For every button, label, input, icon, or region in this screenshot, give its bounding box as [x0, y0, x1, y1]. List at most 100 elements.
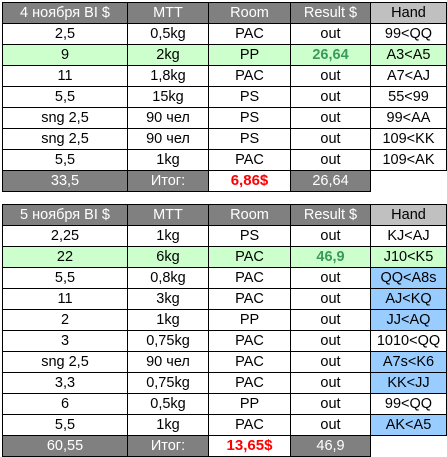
- header-buyin[interactable]: 4 ноября BI $: [2, 2, 128, 24]
- room-cell[interactable]: PAC: [208, 149, 291, 171]
- hand-cell[interactable]: A3<A5: [370, 44, 447, 66]
- buyin-cell[interactable]: 3: [2, 330, 128, 352]
- room-cell[interactable]: PS: [208, 107, 291, 129]
- mtt-cell[interactable]: 3kg: [127, 288, 209, 310]
- total-result-cell[interactable]: 26,64: [290, 170, 371, 192]
- mtt-cell[interactable]: 0,75kg: [127, 330, 209, 352]
- result-cell[interactable]: out: [290, 149, 371, 171]
- room-cell[interactable]: PAC: [208, 351, 291, 373]
- result-cell[interactable]: out: [290, 393, 371, 415]
- mtt-cell[interactable]: 1,8kg: [127, 65, 209, 87]
- buyin-cell[interactable]: 6: [2, 393, 128, 415]
- result-cell[interactable]: out: [290, 107, 371, 129]
- mtt-cell[interactable]: 1kg: [127, 309, 209, 331]
- hand-cell[interactable]: 99<QQ: [370, 23, 447, 45]
- total-label-cell[interactable]: Итог:: [127, 435, 209, 457]
- room-cell[interactable]: PS: [208, 128, 291, 150]
- buyin-cell[interactable]: 2,5: [2, 23, 128, 45]
- result-cell[interactable]: out: [290, 330, 371, 352]
- room-cell[interactable]: PAC: [208, 65, 291, 87]
- total-result-cell[interactable]: 46,9: [290, 435, 371, 457]
- room-cell[interactable]: PP: [208, 309, 291, 331]
- room-cell[interactable]: PAC: [208, 330, 291, 352]
- buyin-cell[interactable]: 5,5: [2, 149, 128, 171]
- mtt-cell[interactable]: 90 чел: [127, 351, 209, 373]
- hand-cell[interactable]: A7<AJ: [370, 65, 447, 87]
- header-mtt[interactable]: MTT: [127, 204, 209, 226]
- mtt-cell[interactable]: 1kg: [127, 414, 209, 436]
- buyin-cell[interactable]: 2: [2, 309, 128, 331]
- room-cell[interactable]: PAC: [208, 288, 291, 310]
- hand-cell[interactable]: AJ<KQ: [370, 288, 447, 310]
- total-value-cell[interactable]: 13,65$: [208, 435, 291, 457]
- header-hand[interactable]: Hand: [370, 204, 447, 226]
- hand-cell[interactable]: J10<K5: [370, 246, 447, 268]
- header-result[interactable]: Result $: [290, 2, 371, 24]
- hand-cell[interactable]: 99<AA: [370, 107, 447, 129]
- buyin-cell[interactable]: 11: [2, 65, 128, 87]
- hand-cell[interactable]: JJ<AQ: [370, 309, 447, 331]
- hand-cell[interactable]: 1010<QQ: [370, 330, 447, 352]
- result-cell[interactable]: out: [290, 414, 371, 436]
- header-room[interactable]: Room: [208, 204, 291, 226]
- result-cell[interactable]: out: [290, 128, 371, 150]
- buyin-cell[interactable]: 11: [2, 288, 128, 310]
- result-cell[interactable]: 26,64: [290, 44, 371, 66]
- buyin-cell[interactable]: 5,5: [2, 414, 128, 436]
- buyin-cell[interactable]: sng 2,5: [2, 351, 128, 373]
- mtt-cell[interactable]: 0,75kg: [127, 372, 209, 394]
- total-value-cell[interactable]: 6,86$: [208, 170, 291, 192]
- buyin-cell[interactable]: 5,5: [2, 267, 128, 289]
- hand-cell[interactable]: KK<JJ: [370, 372, 447, 394]
- buyin-cell[interactable]: sng 2,5: [2, 128, 128, 150]
- header-mtt[interactable]: MTT: [127, 2, 209, 24]
- result-cell[interactable]: out: [290, 309, 371, 331]
- mtt-cell[interactable]: 0,8kg: [127, 267, 209, 289]
- mtt-cell[interactable]: 0,5kg: [127, 23, 209, 45]
- room-cell[interactable]: PAC: [208, 23, 291, 45]
- hand-cell[interactable]: 99<QQ: [370, 393, 447, 415]
- result-cell[interactable]: out: [290, 372, 371, 394]
- hand-cell[interactable]: 109<AK: [370, 149, 447, 171]
- hand-cell[interactable]: 109<KK: [370, 128, 447, 150]
- buyin-cell[interactable]: sng 2,5: [2, 107, 128, 129]
- mtt-cell[interactable]: 15kg: [127, 86, 209, 108]
- buyin-cell[interactable]: 22: [2, 246, 128, 268]
- hand-cell[interactable]: QQ<A8s: [370, 267, 447, 289]
- result-cell[interactable]: out: [290, 351, 371, 373]
- room-cell[interactable]: PAC: [208, 414, 291, 436]
- mtt-cell[interactable]: 1kg: [127, 149, 209, 171]
- result-cell[interactable]: out: [290, 86, 371, 108]
- header-result[interactable]: Result $: [290, 204, 371, 226]
- hand-cell[interactable]: AK<A5: [370, 414, 447, 436]
- mtt-cell[interactable]: 2kg: [127, 44, 209, 66]
- mtt-cell[interactable]: 90 чел: [127, 107, 209, 129]
- total-buyin-cell[interactable]: 60,55: [2, 435, 128, 457]
- result-cell[interactable]: out: [290, 267, 371, 289]
- hand-cell[interactable]: 55<99: [370, 86, 447, 108]
- result-cell[interactable]: 46,9: [290, 246, 371, 268]
- mtt-cell[interactable]: 1kg: [127, 225, 209, 247]
- room-cell[interactable]: PS: [208, 86, 291, 108]
- room-cell[interactable]: PP: [208, 393, 291, 415]
- hand-cell[interactable]: KJ<AJ: [370, 225, 447, 247]
- room-cell[interactable]: PAC: [208, 267, 291, 289]
- room-cell[interactable]: PP: [208, 44, 291, 66]
- room-cell[interactable]: PAC: [208, 246, 291, 268]
- mtt-cell[interactable]: 90 чел: [127, 128, 209, 150]
- result-cell[interactable]: out: [290, 65, 371, 87]
- buyin-cell[interactable]: 9: [2, 44, 128, 66]
- buyin-cell[interactable]: 5,5: [2, 86, 128, 108]
- header-buyin[interactable]: 5 ноября BI $: [2, 204, 128, 226]
- buyin-cell[interactable]: 3,3: [2, 372, 128, 394]
- header-hand[interactable]: Hand: [370, 2, 447, 24]
- total-label-cell[interactable]: Итог:: [127, 170, 209, 192]
- room-cell[interactable]: PS: [208, 225, 291, 247]
- buyin-cell[interactable]: 2,25: [2, 225, 128, 247]
- mtt-cell[interactable]: 0,5kg: [127, 393, 209, 415]
- result-cell[interactable]: out: [290, 23, 371, 45]
- total-buyin-cell[interactable]: 33,5: [2, 170, 128, 192]
- room-cell[interactable]: PAC: [208, 372, 291, 394]
- header-room[interactable]: Room: [208, 2, 291, 24]
- mtt-cell[interactable]: 6kg: [127, 246, 209, 268]
